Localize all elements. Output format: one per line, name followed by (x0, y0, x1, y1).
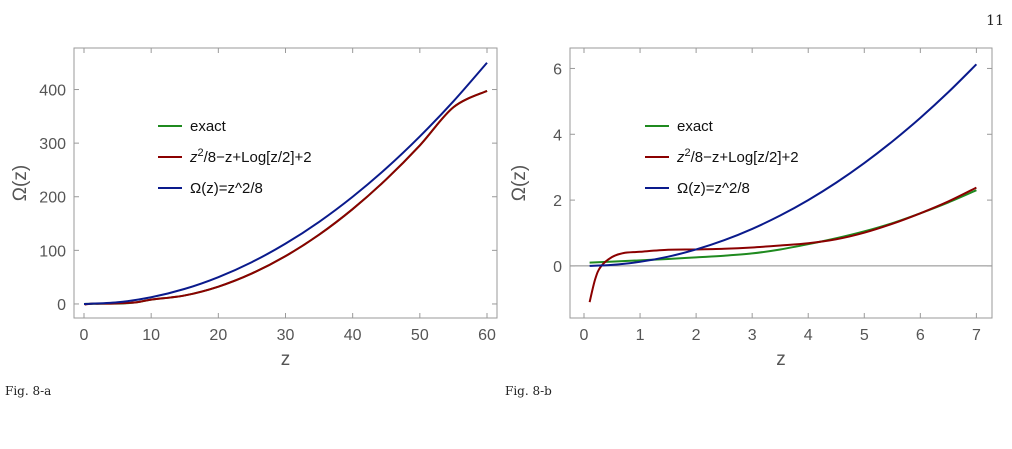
y-tick-label: 400 (39, 83, 66, 100)
x-tick-label: 1 (636, 327, 645, 344)
y-tick-label: 0 (57, 297, 66, 314)
figure-caption-b: Fig. 8-b (505, 384, 552, 398)
x-tick-label: 2 (692, 327, 701, 344)
x-tick-label: 60 (478, 327, 496, 344)
y-tick-label: 100 (39, 243, 66, 260)
x-tick-label: 4 (804, 327, 813, 344)
y-tick-label: 2 (553, 193, 562, 210)
x-tick-label: 0 (580, 327, 589, 344)
figure-caption-a: Fig. 8-a (5, 384, 52, 398)
legend-label: Ω(z)=z^2/8 (677, 180, 750, 197)
x-axis-label: z (776, 349, 786, 370)
legend-label: z2/8−z+Log[z/2]+2 (189, 147, 312, 166)
y-tick-label: 300 (39, 136, 66, 153)
series-line-2 (83, 62, 488, 305)
x-tick-label: 20 (209, 327, 227, 344)
x-tick-label: 0 (80, 327, 89, 344)
x-tick-label: 10 (142, 327, 160, 344)
series-line-1 (588, 186, 977, 303)
y-tick-label: 0 (553, 259, 562, 276)
legend-label: z2/8−z+Log[z/2]+2 (676, 147, 799, 166)
plot-frame (569, 47, 993, 319)
series-line-2 (589, 63, 978, 267)
x-tick-label: 3 (748, 327, 757, 344)
x-tick-label: 6 (916, 327, 925, 344)
y-axis-label: Ω(z) (509, 165, 530, 201)
x-axis-label: z (281, 349, 291, 370)
y-tick-label: 200 (39, 190, 66, 207)
x-tick-label: 50 (411, 327, 429, 344)
legend-label: exact (190, 118, 227, 135)
y-tick-label: 6 (553, 61, 562, 78)
x-tick-label: 7 (972, 327, 981, 344)
x-tick-label: 40 (344, 327, 362, 344)
legend-label: Ω(z)=z^2/8 (190, 180, 263, 197)
page-number: 11 (986, 13, 1004, 29)
y-axis-label: Ω(z) (10, 165, 31, 201)
x-tick-label: 30 (277, 327, 295, 344)
x-tick-label: 5 (860, 327, 869, 344)
legend-label: exact (677, 118, 714, 135)
y-tick-label: 4 (553, 127, 562, 144)
